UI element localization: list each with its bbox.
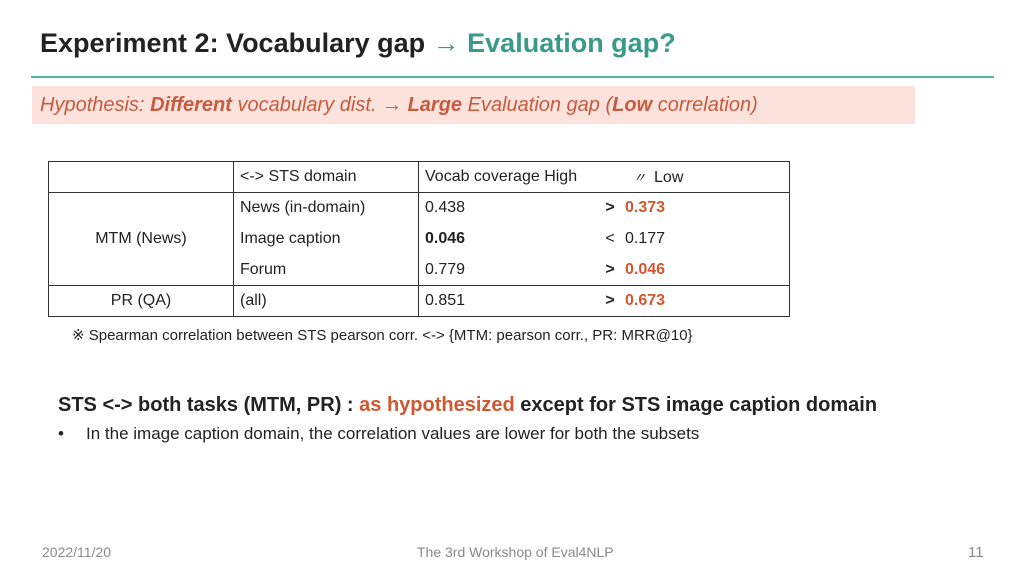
low-value: 0.177 xyxy=(625,230,666,247)
table-row: Forum 0.779 >0.046 xyxy=(49,254,790,286)
table-row: MTM (News) News (in-domain) 0.438 >0.373 xyxy=(48,192,790,286)
domain-cell: News (in-domain) xyxy=(233,192,419,224)
title-divider xyxy=(31,76,994,78)
hypothesis-box: Hypothesis: Different vocabulary dist. →… xyxy=(32,86,915,124)
value-cell: 0.438 >0.373 xyxy=(418,192,790,224)
results-table: <-> STS domain Vocab coverage High 〃 Low … xyxy=(48,161,790,317)
hypothesis-word-large: Large xyxy=(407,94,463,116)
value-cell: 0.046 <0.177 xyxy=(418,223,790,255)
task-cell-pr: PR (QA) xyxy=(48,285,234,317)
slide-title: Experiment 2: Vocabulary gap → Evaluatio… xyxy=(40,28,676,59)
comparison-sign: < xyxy=(605,230,615,247)
bullet-text: In the image caption domain, the correla… xyxy=(86,424,700,443)
domain-cell: Forum xyxy=(233,254,419,286)
header-coverage-low-wrap: 〃 Low xyxy=(633,167,683,187)
hypothesis-word-different: Different xyxy=(150,94,232,116)
low-value: 0.046 xyxy=(625,260,666,278)
low-value: 0.673 xyxy=(625,292,666,309)
hypothesis-text-1: vocabulary dist. xyxy=(231,94,383,116)
comparison-sign: > xyxy=(605,199,615,217)
domain-cell: (all) xyxy=(233,285,419,317)
table-footnote: ※ Spearman correlation between STS pears… xyxy=(72,327,693,344)
footer-event: The 3rd Workshop of Eval4NLP xyxy=(417,544,614,560)
header-task-cell xyxy=(48,161,234,193)
value-cell: 0.851 >0.673 xyxy=(418,285,790,317)
high-value: 0.779 xyxy=(425,260,466,278)
page-number: 11 xyxy=(968,544,984,561)
summary-highlight: as hypothesized xyxy=(359,394,515,416)
summary-heading: STS <-> both tasks (MTM, PR) : as hypoth… xyxy=(58,394,877,417)
hypothesis-arrow: → xyxy=(382,94,408,116)
title-arrow: → xyxy=(432,28,460,58)
high-value: 0.851 xyxy=(425,292,466,309)
summary-part-1: STS <-> both tasks (MTM, PR) : xyxy=(58,394,360,416)
task-cell-mtm: MTM (News) xyxy=(48,192,234,286)
comparison-sign: > xyxy=(605,260,615,278)
header-coverage-low: Low xyxy=(654,169,684,186)
header-domain-cell: <-> STS domain xyxy=(233,161,419,193)
hypothesis-word-low: Low xyxy=(612,94,653,116)
hypothesis-text-3: correlation) xyxy=(652,94,758,116)
hypothesis-text-2: Evaluation gap ( xyxy=(462,94,613,116)
header-coverage-high: Vocab coverage High xyxy=(425,168,578,185)
table-header-row: <-> STS domain Vocab coverage High 〃 Low xyxy=(48,161,790,193)
hypothesis-prefix: Hypothesis: xyxy=(40,94,151,116)
value-cell: 0.779 >0.046 xyxy=(418,254,790,286)
low-value: 0.373 xyxy=(625,199,666,217)
summary-part-2: except for STS image caption domain xyxy=(514,394,878,416)
footer-date: 2022/11/20 xyxy=(42,544,112,560)
header-coverage-cell: Vocab coverage High 〃 Low xyxy=(418,161,790,193)
title-accent: Evaluation gap? xyxy=(467,28,676,58)
high-value: 0.438 xyxy=(425,199,466,217)
high-value: 0.046 xyxy=(425,230,466,247)
title-main: Experiment 2: Vocabulary gap xyxy=(40,28,426,58)
table-row: Image caption 0.046 <0.177 xyxy=(49,223,790,255)
domain-cell: Image caption xyxy=(233,223,419,255)
table-row: PR (QA) (all) 0.851 >0.673 xyxy=(48,285,790,317)
ditto-mark: 〃 xyxy=(633,170,647,185)
bullet-item: • In the image caption domain, the correl… xyxy=(58,424,699,444)
bullet-symbol: • xyxy=(58,424,64,443)
comparison-sign: > xyxy=(605,292,615,309)
